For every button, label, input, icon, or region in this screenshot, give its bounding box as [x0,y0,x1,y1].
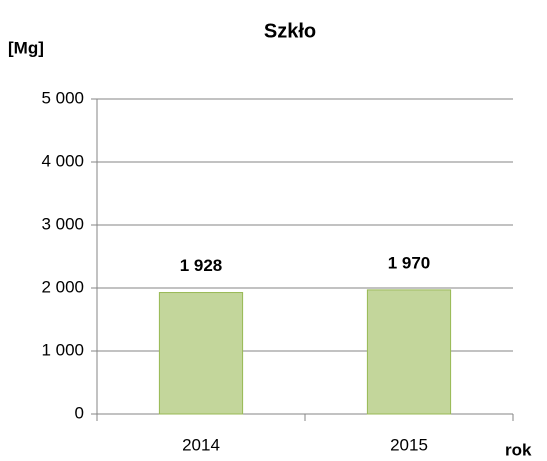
chart-title: Szkło [264,20,316,42]
y-tick-label: 2 000 [41,277,84,296]
y-tick-label: 1 000 [41,340,84,359]
bar [366,289,452,415]
y-tick-label: 3 000 [41,214,84,233]
y-axis-label: [Mg] [8,38,44,57]
x-tick-label: 2014 [182,435,220,454]
value-label: 1 928 [180,256,223,275]
x-axis-label: rok [505,440,532,459]
bar [158,292,244,415]
x-tick-label: 2015 [390,435,428,454]
y-tick-label: 4 000 [41,151,84,170]
y-tick-label: 0 [75,403,84,422]
value-label: 1 970 [388,253,431,272]
y-tick-label: 5 000 [41,88,84,107]
